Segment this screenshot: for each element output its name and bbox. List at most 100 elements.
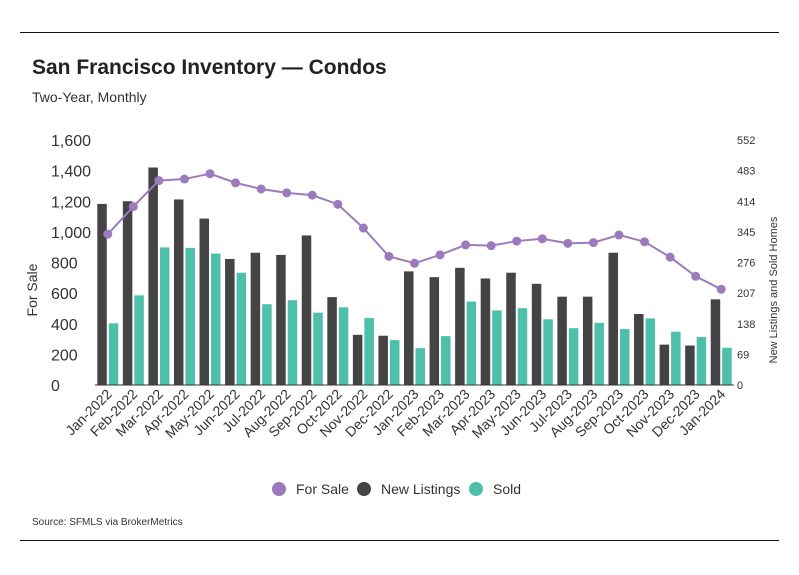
y2-tick-label: 414 [737, 196, 755, 208]
bar-new-listings [378, 335, 388, 385]
for-sale-point [358, 223, 368, 233]
bar-new-listings [301, 235, 312, 385]
y2-tick-label: 207 [737, 288, 755, 300]
bar-sold [389, 340, 400, 385]
legend: For Sale New Listings Sold [272, 481, 521, 497]
y-tick-label: 600 [51, 286, 78, 303]
bar-new-listings [404, 271, 414, 385]
bar-sold [492, 310, 502, 385]
bar-new-listings [455, 267, 465, 385]
y2-tick-label: 483 [737, 166, 755, 178]
bar-sold [619, 329, 630, 385]
bar-sold [594, 322, 604, 385]
bar-new-listings [173, 199, 184, 385]
for-sale-point [588, 238, 598, 248]
y-tick-label: 800 [51, 256, 78, 273]
for-sale-point [231, 178, 241, 188]
y2-axis-label: New Listings and Sold Homes [768, 216, 780, 363]
bar-sold [466, 301, 477, 385]
bar-sold [645, 318, 656, 385]
bottom-rule [20, 540, 779, 541]
right-axis-ticks: 0 69 138 207 276 345 414 483 552 [737, 135, 755, 392]
y-tick-label: 0 [51, 378, 60, 395]
bar-new-listings [148, 167, 158, 385]
for-sale-point [691, 271, 701, 281]
bar-sold [415, 348, 425, 385]
for-sale-point [256, 184, 266, 194]
for-sale-point [307, 190, 317, 200]
y2-tick-label: 552 [737, 135, 755, 147]
chart-title: San Francisco Inventory — Condos [32, 56, 387, 79]
y2-tick-label: 138 [737, 319, 755, 331]
bar-sold [313, 312, 323, 385]
y2-tick-label: 69 [737, 349, 749, 361]
for-sale-point [154, 176, 164, 186]
for-sale-point [461, 240, 471, 250]
for-sale-point [128, 202, 138, 212]
bar-sold [543, 319, 553, 385]
y-tick-label: 1,200 [51, 194, 91, 211]
bar-sold [696, 337, 707, 385]
for-sale-point [435, 250, 445, 260]
for-sale-point [640, 237, 650, 247]
y-tick-label: 1,400 [51, 164, 91, 181]
left-axis-ticks: 0 200 400 600 800 1,000 1,200 1,400 1,600 [51, 133, 91, 395]
bar-sold [159, 247, 170, 385]
y-tick-label: 400 [51, 317, 78, 334]
bar-new-listings [276, 254, 286, 385]
bars-layer [97, 167, 732, 385]
legend-label-for-sale: For Sale [296, 481, 349, 497]
for-sale-point [179, 174, 189, 184]
for-sale-point [103, 229, 113, 239]
y2-tick-label: 276 [737, 258, 755, 270]
for-sale-point [665, 252, 675, 262]
for-sale-point [282, 188, 292, 198]
for-sale-point [614, 230, 624, 240]
top-rule [20, 32, 779, 33]
bar-new-listings [480, 278, 491, 385]
chart-subtitle: Two-Year, Monthly [32, 89, 147, 105]
bar-sold [338, 307, 349, 385]
bar-sold [441, 336, 451, 385]
bar-new-listings [506, 272, 516, 385]
y-axis-label: For Sale [24, 263, 40, 316]
bar-sold [287, 300, 298, 385]
bar-sold [568, 328, 579, 385]
bar-new-listings [557, 296, 567, 385]
y2-tick-label: 345 [737, 227, 755, 239]
legend-label-new-listings: New Listings [381, 481, 460, 497]
legend-marker-sold [469, 482, 483, 496]
bar-new-listings [659, 344, 670, 385]
bar-new-listings [122, 201, 133, 385]
bar-new-listings [199, 218, 210, 385]
y-tick-label: 1,600 [51, 133, 91, 150]
for-sale-point [537, 234, 547, 244]
x-axis-ticks: Jan-2022Feb-2022Mar-2022Apr-2022May-2022… [62, 386, 728, 441]
source-note: Source: SFMLS via BrokerMetrics [32, 517, 183, 528]
bar-new-listings [634, 313, 644, 385]
legend-label-sold: Sold [493, 481, 521, 497]
bar-new-listings [582, 296, 593, 385]
bar-sold [236, 272, 247, 385]
bar-sold [134, 295, 144, 385]
for-sale-line-layer [103, 169, 726, 294]
for-sale-point [384, 251, 394, 261]
bar-new-listings [250, 252, 261, 385]
for-sale-point [333, 199, 343, 209]
y-tick-label: 1,000 [51, 225, 91, 242]
bar-new-listings [352, 334, 363, 385]
bar-sold [185, 247, 195, 385]
for-sale-point [205, 169, 215, 179]
bar-new-listings [531, 283, 542, 385]
bar-sold [722, 347, 732, 385]
y-tick-label: 200 [51, 347, 78, 364]
y2-tick-label: 0 [737, 380, 743, 392]
bar-sold [517, 308, 528, 385]
bar-new-listings [710, 299, 721, 385]
bar-new-listings [225, 258, 235, 385]
for-sale-point [486, 241, 496, 251]
bar-sold [211, 253, 221, 385]
bar-sold [364, 317, 374, 385]
bar-sold [262, 304, 272, 385]
legend-marker-for-sale [272, 482, 286, 496]
